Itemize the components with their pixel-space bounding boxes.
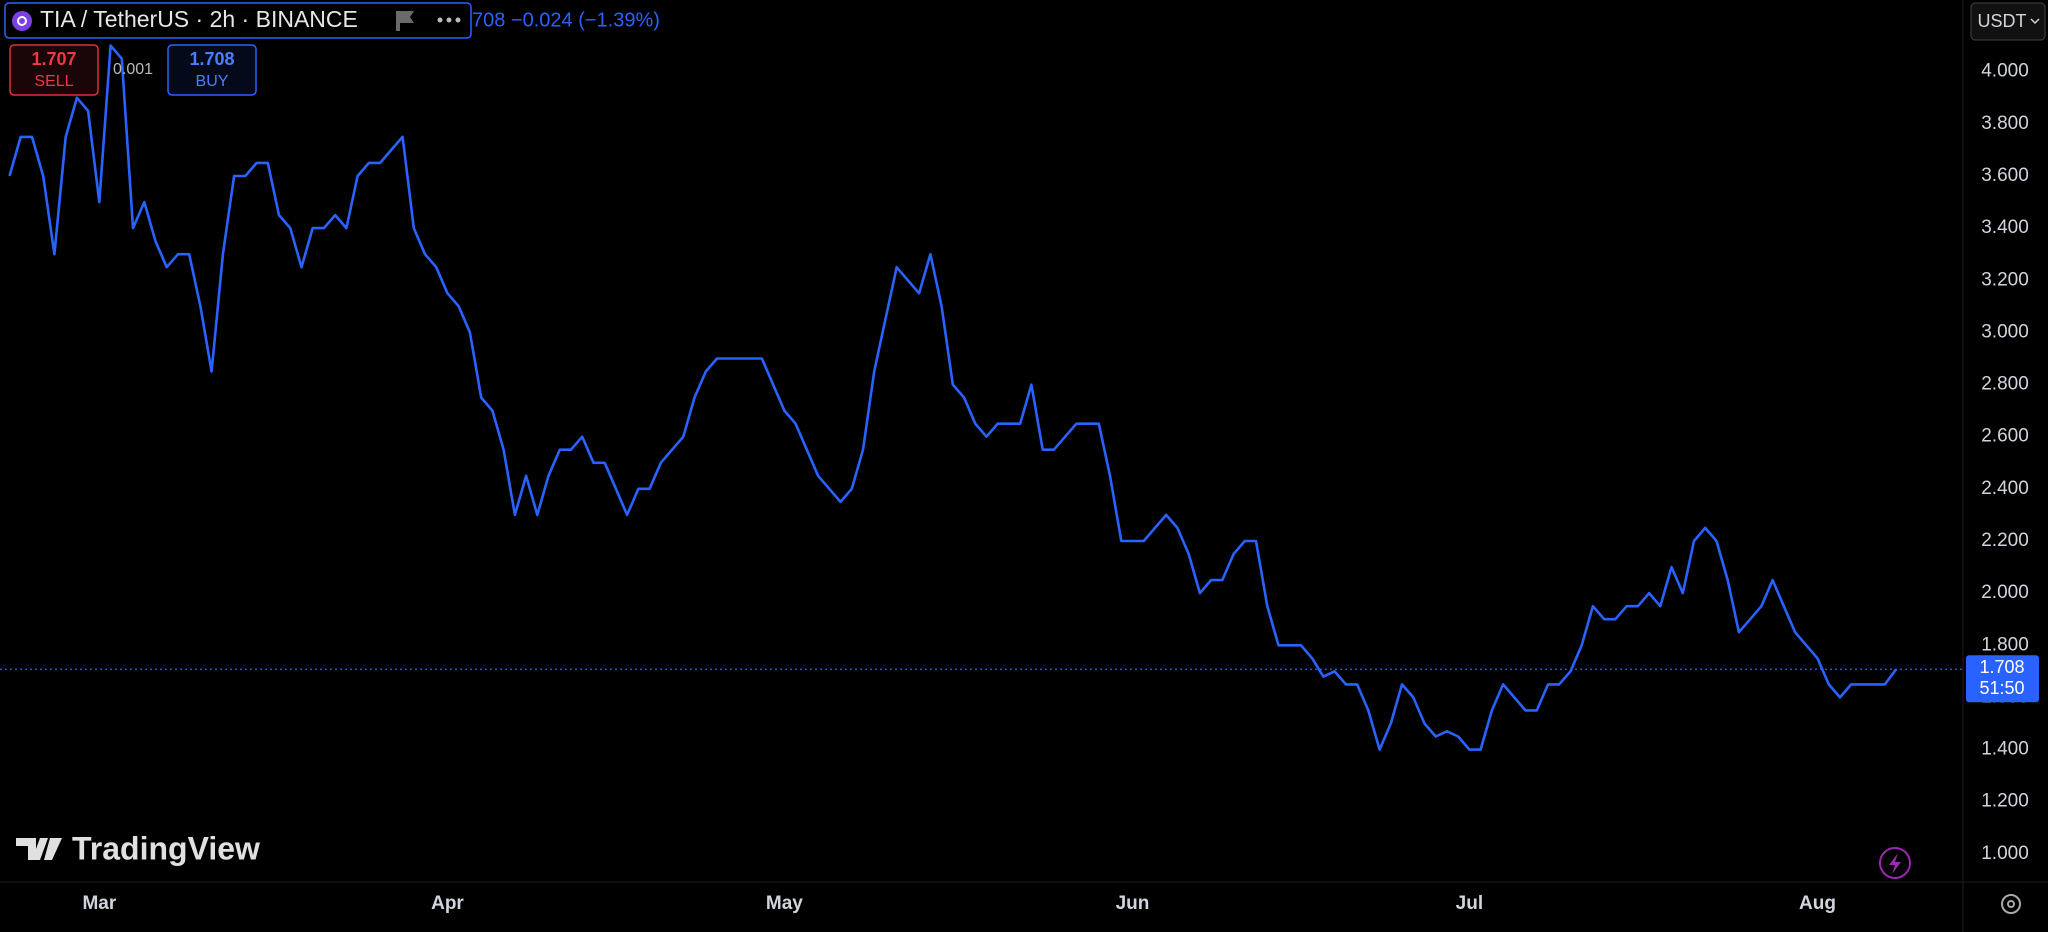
spread: 0.001 [113,61,153,78]
flag-icon[interactable] [396,11,414,31]
x-tick-label: Jul [1456,893,1483,914]
sell-button[interactable] [9,44,99,96]
plot-area [0,44,1963,751]
y-tick-label: 3.400 [1981,217,2029,238]
y-tick-label: 3.800 [1981,113,2029,134]
sell-label: SELL [34,73,73,90]
y-tick-label: 2.200 [1981,530,2029,551]
y-tick-label: 2.400 [1981,478,2029,499]
x-tick-label: Jun [1116,893,1150,914]
price-change: 708 −0.024 (−1.39%) [472,9,660,31]
symbol-box[interactable] [4,2,472,39]
more-icon[interactable] [437,17,461,23]
y-tick-label: 3.000 [1981,321,2029,342]
last-price-label: 1.708 [1979,657,2024,677]
y-tick-label: 2.800 [1981,374,2029,395]
x-tick-label: Aug [1799,893,1836,914]
y-tick-label: 1.200 [1981,791,2029,812]
settings-icon[interactable] [2001,894,2021,914]
x-tick-label: Apr [431,893,464,914]
x-tick-label: May [766,893,803,914]
y-tick-label: 3.200 [1981,269,2029,290]
last-price-tag [1966,655,2039,703]
sell-price: 1.707 [31,49,76,69]
y-tick-label: 3.600 [1981,165,2029,186]
buy-button[interactable] [167,44,257,96]
dropdown-caret [2030,18,2040,25]
currency-button[interactable] [1970,2,2046,41]
countdown: 51:50 [1979,678,2024,698]
price-line [8,44,1898,751]
buy-price: 1.708 [189,49,234,69]
alerts-icon[interactable] [1879,847,1911,879]
y-tick-label: 1.400 [1981,739,2029,760]
alerts-bolt [1889,853,1901,874]
y-tick-label: 4.000 [1981,61,2029,82]
y-tick-label: 2.600 [1981,426,2029,447]
settings-icon-core [2007,900,2015,908]
symbol-icon [12,11,32,31]
currency: USDT [1978,11,2027,31]
y-tick-label: 1.800 [1981,634,2029,655]
brand-name: TradingView [72,830,260,866]
y-tick-label: 1.000 [1981,843,2029,864]
buy-label: BUY [196,73,229,90]
x-tick-label: Mar [82,893,116,914]
symbol-title: TIA / TetherUS · 2h · BINANCE [40,6,358,32]
brand-logo [16,838,62,860]
y-tick-label: 2.000 [1981,582,2029,603]
symbol-icon-ring [17,16,27,26]
